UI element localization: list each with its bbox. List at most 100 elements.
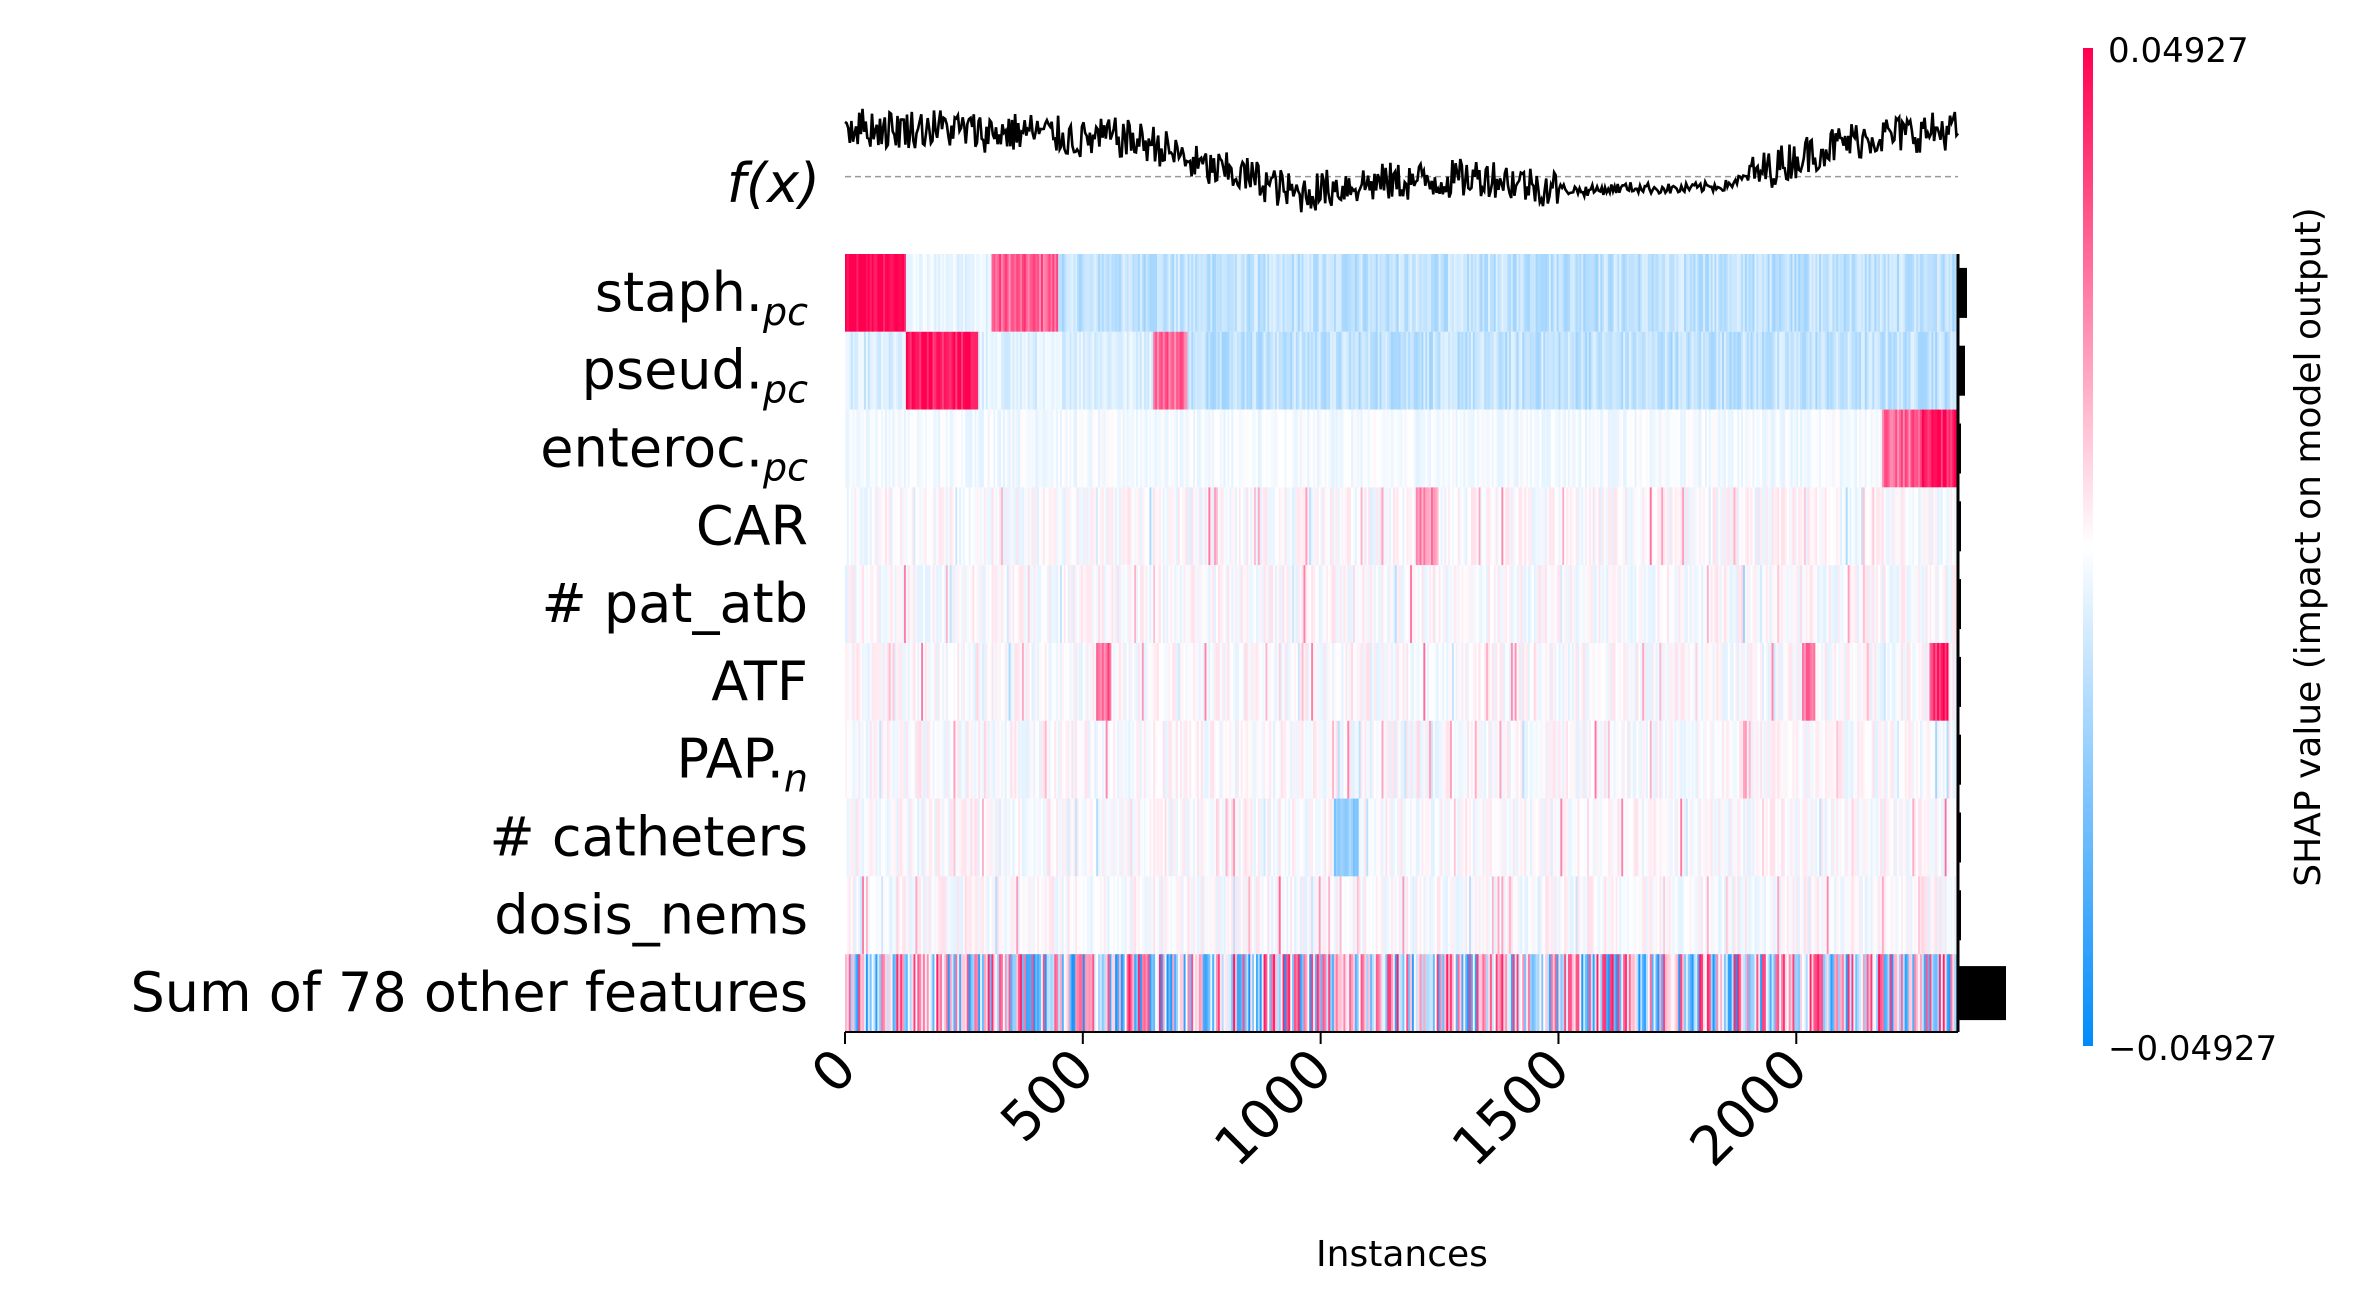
heatmap-cell [1897, 331, 1900, 410]
heatmap-cell [1438, 720, 1442, 799]
heatmap-cell [1332, 331, 1335, 410]
heatmap-cell [1196, 876, 1200, 955]
heatmap-cell [1678, 254, 1681, 332]
heatmap-cell [1897, 487, 1900, 566]
heatmap-cell [1389, 720, 1392, 799]
heatmap-cell [1120, 409, 1124, 488]
heatmap-cell [1758, 565, 1761, 643]
heatmap-cell [1935, 798, 1938, 877]
heatmap-cell [1124, 565, 1128, 643]
heatmap-cell [1099, 254, 1103, 332]
heatmap-cell [1564, 720, 1567, 799]
heatmap-cell [1229, 876, 1232, 955]
heatmap-cell [1136, 565, 1139, 643]
heatmap-cell [940, 254, 943, 332]
heatmap-cell [894, 331, 897, 410]
heatmap-cell [1725, 565, 1729, 643]
heatmap-cell [1954, 487, 1957, 566]
heatmap-cell [1488, 720, 1491, 799]
heatmap-cell [1636, 798, 1639, 877]
heatmap-cell [1868, 565, 1872, 643]
heatmap-cell [1607, 643, 1611, 721]
heatmap-cell [1914, 643, 1917, 721]
heatmap-cell [1120, 876, 1124, 955]
heatmap-cell [1488, 254, 1491, 332]
heatmap-cell [966, 643, 970, 721]
heatmap-cell [1682, 720, 1685, 799]
heatmap-cell [1063, 798, 1067, 877]
heatmap-cell [1819, 565, 1822, 643]
heatmap-cell [989, 643, 993, 721]
heatmap-cell [1273, 565, 1276, 643]
heatmap-cell [934, 643, 937, 721]
heatmap-cell [1231, 798, 1234, 877]
heatmap-cell [1611, 720, 1615, 799]
heatmap-cell [1670, 720, 1674, 799]
heatmap-cell [1657, 720, 1660, 799]
heatmap-cell [1723, 643, 1727, 721]
heatmap-cell [1061, 876, 1065, 955]
heatmap-cell [1231, 720, 1234, 799]
heatmap-cell [1029, 409, 1033, 488]
heatmap-cell [898, 720, 901, 799]
heatmap-cell [1432, 565, 1436, 643]
heatmap-cell [894, 643, 897, 721]
heatmap-cell [1269, 331, 1272, 410]
heatmap-cell [1682, 643, 1685, 721]
heatmap-cell [1906, 798, 1910, 877]
heatmap-cell [1090, 254, 1093, 332]
heatmap-cell [1413, 487, 1417, 566]
heatmap-cell [1096, 331, 1099, 410]
heatmap-cell [1295, 565, 1299, 643]
heatmap-cell [1088, 254, 1092, 332]
heatmap-cell [1389, 798, 1392, 877]
heatmap-cell [1505, 720, 1508, 799]
heatmap-cell [953, 876, 956, 955]
heatmap-cell [1638, 643, 1641, 721]
heatmap-cell [1158, 876, 1162, 955]
heatmap-cell [1691, 720, 1695, 799]
heatmap-cell [1290, 643, 1293, 721]
heatmap-cell [1421, 331, 1424, 410]
heatmap-cell [1073, 798, 1076, 877]
heatmap-cell [1689, 643, 1693, 721]
heatmap-cell [1191, 643, 1194, 721]
heatmap-cell [1716, 409, 1719, 488]
heatmap-cell [1954, 331, 1957, 410]
heatmap-cell [1278, 876, 1282, 955]
heatmap-cell [1891, 798, 1894, 877]
heatmap-cell [1330, 798, 1333, 877]
heatmap-cell [1636, 720, 1639, 799]
heatmap-cell [1575, 565, 1579, 643]
heatmap-cell [1889, 643, 1893, 721]
heatmap-cell [1526, 798, 1529, 877]
heatmap-cell [1177, 643, 1181, 721]
heatmap-cell [1008, 720, 1012, 799]
heatmap-cell [993, 876, 996, 955]
heatmap-cell [1478, 643, 1482, 721]
heatmap-cell [1889, 565, 1893, 643]
heatmap-cell [1252, 565, 1255, 643]
heatmap-cell [1273, 643, 1276, 721]
heatmap-cell [1322, 643, 1326, 721]
heatmap-cell [1018, 720, 1021, 799]
heatmap-cell [884, 254, 888, 332]
heatmap-cell [1448, 331, 1451, 410]
heatmap-cell [867, 254, 871, 332]
heatmap-cell [1834, 643, 1837, 721]
heatmap-cell [883, 331, 886, 410]
heatmap-cell [1328, 876, 1331, 955]
heatmap-cell [1902, 798, 1906, 877]
heatmap-cell [1309, 720, 1312, 799]
heatmap-cell [1933, 331, 1936, 410]
heatmap-cell [1208, 720, 1211, 799]
heatmap-cell [1689, 565, 1693, 643]
heatmap-cell [959, 798, 962, 877]
heatmap-cell [1276, 409, 1280, 488]
heatmap-cell [1115, 643, 1118, 721]
heatmap-cell [1313, 254, 1316, 332]
heatmap-cell [1773, 331, 1776, 410]
heatmap-cell [1819, 798, 1822, 877]
heatmap-cell [1050, 643, 1053, 721]
heatmap-cell [1666, 331, 1670, 410]
